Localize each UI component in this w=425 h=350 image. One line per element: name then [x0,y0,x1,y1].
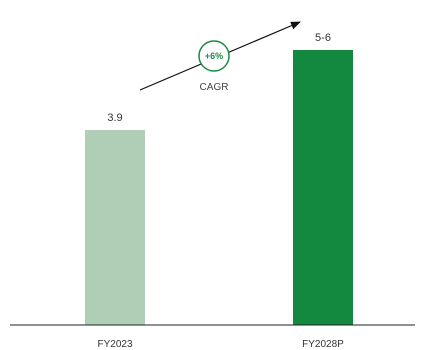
bar-fy2028p [293,50,353,325]
x-tick-label-fy2023: FY2023 [97,339,132,350]
cagr-badge-text: +6% [205,51,223,61]
bar-fy2023 [85,130,145,325]
x-tick-label-fy2028p: FY2028P [302,339,344,350]
data-label-fy2023: 3.9 [107,112,122,124]
cagr-annotation: +6% CAGR [139,21,301,93]
data-label-fy2028p: 5-6 [315,32,331,44]
bars-layer [85,50,353,325]
cagr-label: CAGR [200,82,229,93]
cagr-badge [198,40,230,72]
